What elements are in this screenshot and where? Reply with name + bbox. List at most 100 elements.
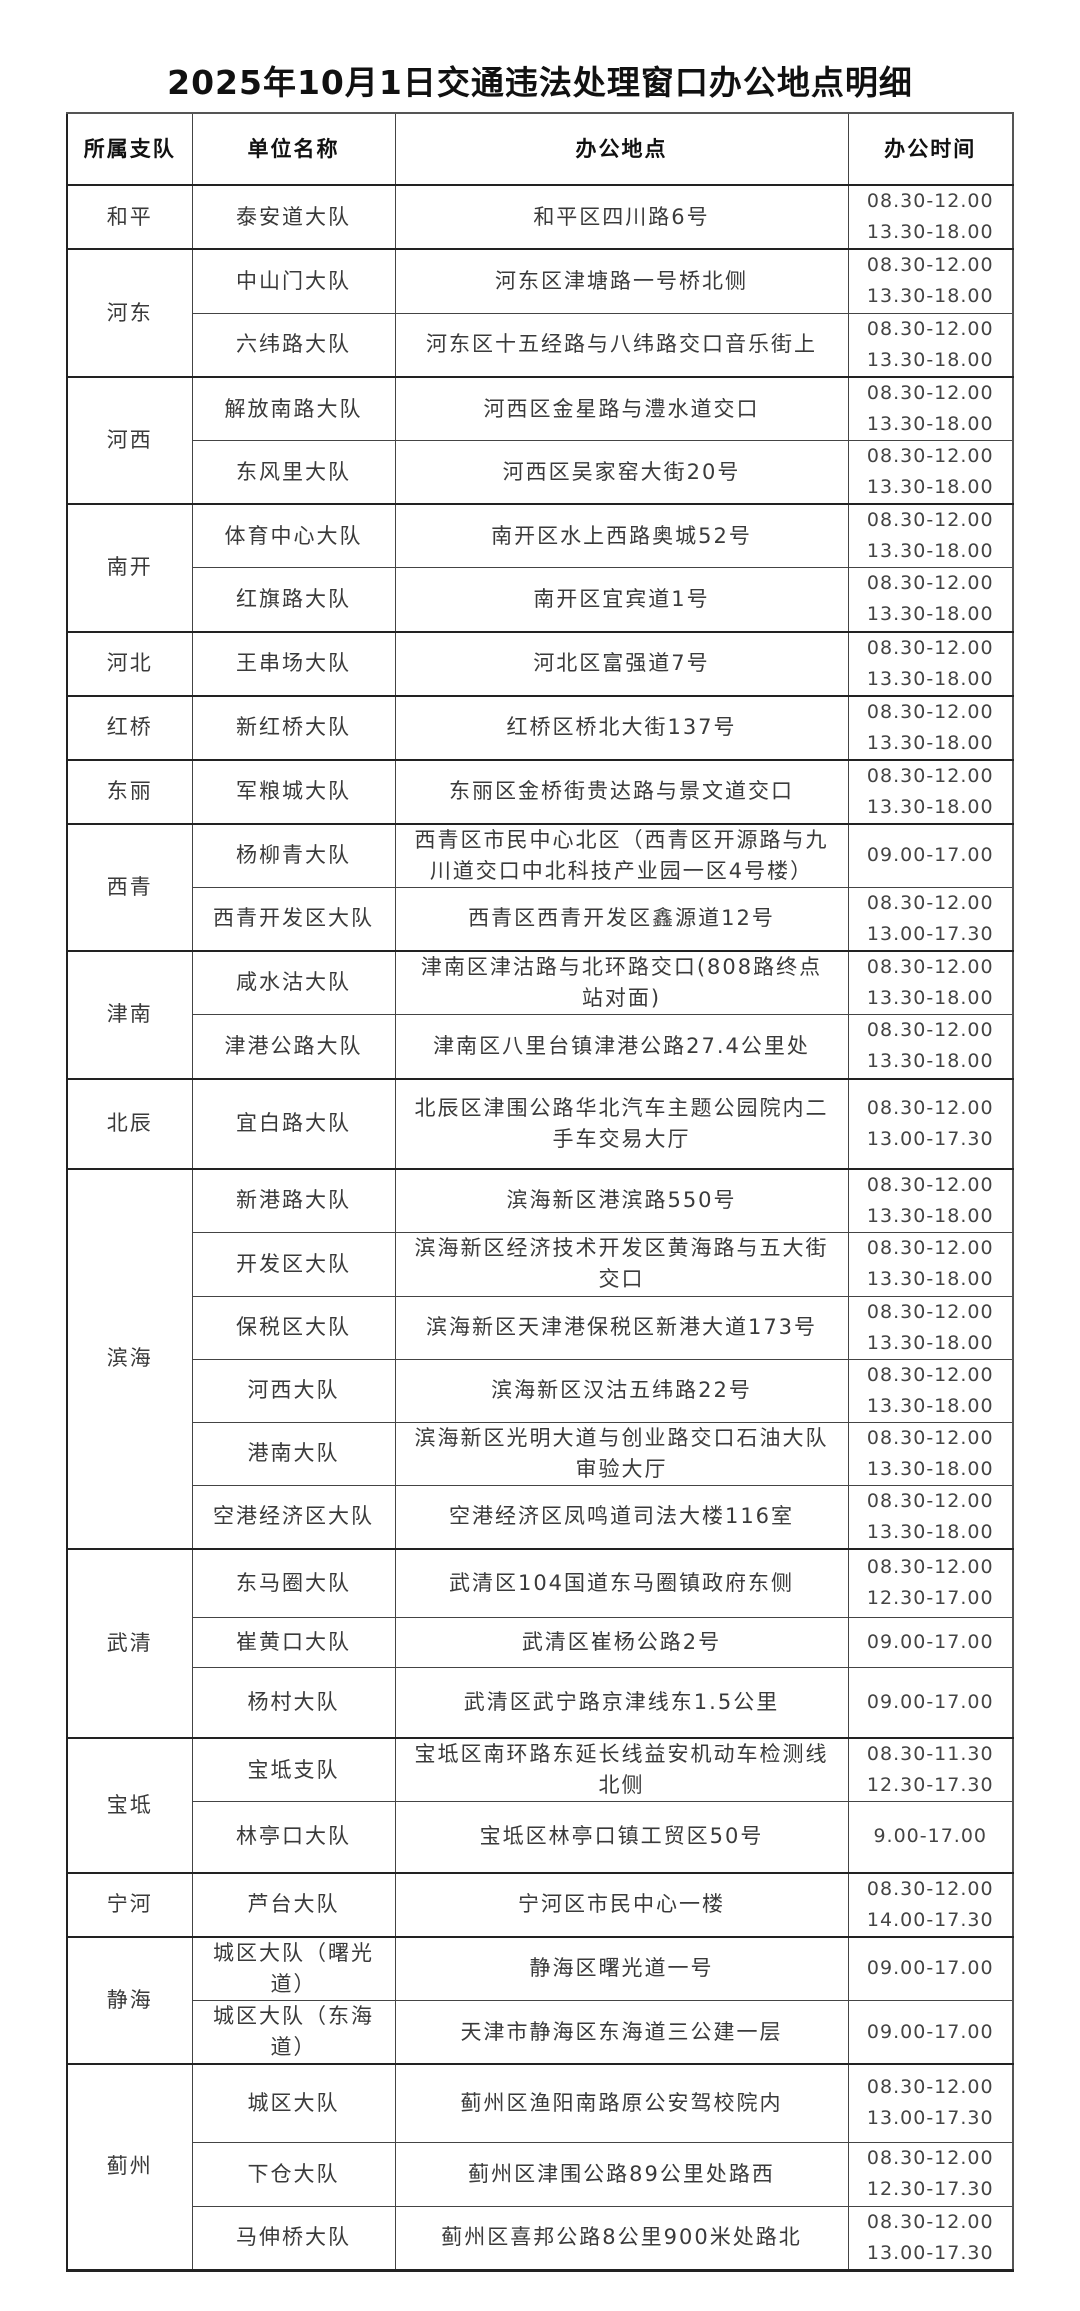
address-cell: 滨海新区经济技术开发区黄海路与五大街交口 [394,1231,849,1297]
table-row: 城区大队（东海道） 天津市静海区东海道三公建一层 09.00-17.00 [67,2000,1014,2065]
header-branch: 所属支队 [66,112,193,186]
table-row: 西青开发区大队 西青区西青开发区鑫源道12号 08.30-12.00 13.00-17… [67,886,1014,951]
address-cell: 滨海新区汉沽五纬路22号 [394,1358,849,1423]
table-row: 崔黄口大队 武清区崔杨公路2号 09.00-17.00 [67,1616,1014,1668]
hours-cell: 08.30-12.00 14.00-17.30 [847,1871,1014,1937]
table-row: 宝坻 宝坻支队 宝坻区南环路东延长线益安机动车检测线北侧 08.30-11.30 12.… [66,1737,1014,1873]
table-row: 津南 咸水沽大队 津南区津沽路与北环路交口(808路终点站对面) 08.30-12.0… [66,949,1014,1079]
hours-cell: 08.30-12.00 13.30-18.00 [847,440,1014,505]
hours-range: 08.30-12.00 [866,572,994,595]
hours-range: 08.30-12.00 [866,1300,994,1323]
address-cell: 红桥区桥北大街137号 [394,694,849,760]
unit-cell: 王串场大队 [191,630,396,696]
unit-cell: 红旗路大队 [191,567,396,632]
hours-cell: 08.30-12.00 13.30-18.00 [847,694,1014,760]
hours-range: 08.30-11.30 [866,1743,994,1765]
table-row: 保税区大队 滨海新区天津港保税区新港大道173号 08.30-12.00 13.30-… [67,1295,1014,1360]
hours-cell: 08.30-12.00 13.30-18.00 [847,1484,1014,1550]
page-title: 2025年10月1日交通违法处理窗口办公地点明细 [167,63,913,102]
header-hours: 办公时间 [847,112,1014,186]
address-cell: 东丽区金桥街贵达路与景文道交口 [394,758,849,824]
hours-range: 09.00-17.00 [866,1630,994,1653]
address-cell: 南开区宜宾道1号 [394,567,849,632]
unit-cell: 马伸桥大队 [191,2205,396,2271]
branch-cell: 河东 [66,248,193,378]
address-cell: 武清区崔杨公路2号 [394,1616,849,1668]
table-row: 红桥 新红桥大队 红桥区桥北大街137号 08.30-12.00 13.30-18.00 [66,694,1014,760]
table-row: 杨村大队 武清区武宁路京津线东1.5公里 09.00-17.00 [67,1666,1014,1739]
address-cell: 河北区富强道7号 [394,630,849,696]
unit-cell: 津港公路大队 [191,1014,396,1079]
hours-cell: 08.30-12.00 13.30-18.00 [847,248,1014,314]
hours-range: 08.30-12.00 [866,317,994,340]
address-cell: 河东区津塘路一号桥北侧 [394,248,849,314]
hours-range: 12.30-17.30 [866,1774,994,1796]
hours-cell: 08.30-12.00 13.30-18.00 [847,1421,1014,1486]
branch-cell: 东丽 [66,758,193,824]
address-cell: 宁河区市民中心一楼 [394,1871,849,1937]
hours-range: 13.30-18.00 [866,1268,994,1290]
table-row: 林亭口大队 宝坻区林亭口镇工贸区50号 9.00-17.00 [67,1801,1014,1873]
branch-cell: 红桥 [66,694,193,760]
hours-range: 08.30-12.00 [866,445,994,467]
header-row: 所属支队 单位名称 办公地点 办公时间 [66,112,1014,186]
table-row: 津港公路大队 津南区八里台镇津港公路27.4公里处 08.30-12.00 13.30… [67,1014,1014,1079]
unit-cell: 新红桥大队 [191,694,396,760]
unit-cell: 崔黄口大队 [191,1616,396,1668]
unit-cell: 港南大队 [191,1421,396,1486]
hours-range: 08.30-12.00 [866,254,994,277]
branch-cell: 河北 [66,630,193,696]
branch-cell: 河西 [66,376,193,505]
hours-range: 13.00-17.30 [866,2107,994,2130]
hours-range: 09.00-17.00 [866,844,994,866]
unit-cell: 保税区大队 [191,1295,396,1360]
table-row: 宁河 芦台大队 宁河区市民中心一楼 08.30-12.00 14.00-17.30 [66,1871,1014,1937]
branch-cell: 津南 [66,949,193,1079]
hours-cell: 08.30-12.00 12.30-17.30 [847,2141,1014,2207]
unit-cell: 空港经济区大队 [191,1484,396,1550]
hours-cell: 09.00-17.00 [847,1935,1014,2001]
table-row: 河西 解放南路大队 河西区金星路与澧水道交口 08.30-12.00 13.30-18.… [66,376,1014,505]
table-row: 河西大队 滨海新区汉沽五纬路22号 08.30-12.00 13.30-18.00 [67,1358,1014,1423]
table-row: 东风里大队 河西区吴家窑大街20号 08.30-12.00 13.30-18.00 [67,440,1014,505]
hours-range: 09.00-17.00 [866,1957,994,1980]
address-cell: 空港经济区凤鸣道司法大楼116室 [394,1484,849,1550]
hours-range: 13.00-17.30 [866,922,994,945]
address-cell: 武清区104国道东马圈镇政府东侧 [394,1548,849,1618]
hours-range: 13.00-17.30 [866,2241,994,2264]
unit-cell: 新港路大队 [191,1167,396,1233]
hours-cell: 08.30-12.00 13.30-18.00 [847,567,1014,632]
hours-cell: 08.30-12.00 13.30-18.00 [847,503,1014,568]
hours-cell: 9.00-17.00 [847,1801,1014,1873]
hours-cell: 08.30-12.00 13.30-18.00 [847,1358,1014,1423]
address-cell: 河东区十五经路与八纬路交口音乐街上 [394,312,849,378]
address-cell: 宝坻区林亭口镇工贸区50号 [394,1801,849,1873]
hours-range: 09.00-17.00 [866,1690,994,1713]
hours-cell: 08.30-12.00 13.30-18.00 [847,630,1014,696]
unit-cell: 林亭口大队 [191,1801,396,1873]
table-row: 和平 泰安道大队 和平区四川路6号 08.30-12.00 13.30-18.00 [66,184,1014,250]
branch-cell: 宁河 [66,1871,193,1937]
hours-cell: 09.00-17.00 [847,2000,1014,2065]
unit-cell: 西青开发区大队 [191,886,396,951]
branch-cell: 和平 [66,184,193,250]
address-cell: 蓟州区津围公路89公里处路西 [394,2141,849,2207]
unit-cell: 中山门大队 [191,248,396,314]
table-row: 武清 东马圈大队 武清区104国道东马圈镇政府东侧 08.30-12.00 12.30-… [66,1548,1014,1739]
unit-cell: 杨村大队 [191,1666,396,1739]
branch-cell: 武清 [66,1548,193,1739]
address-cell: 静海区曙光道一号 [394,1935,849,2001]
hours-range: 08.30-12.00 [866,1237,994,1259]
address-cell: 北辰区津围公路华北汽车主题公园院内二手车交易大厅 [394,1077,849,1169]
address-cell: 和平区四川路6号 [394,184,849,250]
table-row: 滨海 新港路大队 滨海新区港滨路550号 08.30-12.00 13.30-18.00 [66,1167,1014,1550]
hours-cell: 08.30-12.00 13.30-18.00 [847,1014,1014,1079]
branch-cell: 蓟州 [66,2063,193,2271]
table-row: 空港经济区大队 空港经济区凤鸣道司法大楼116室 08.30-12.00 13.30-… [67,1484,1014,1550]
unit-cell: 体育中心大队 [191,503,396,568]
hours-range: 08.30-12.00 [866,1096,994,1119]
branch-cell: 静海 [66,1935,193,2065]
hours-range: 13.30-18.00 [866,413,994,435]
hours-cell: 08.30-12.00 13.30-18.00 [847,1167,1014,1233]
table-row: 六纬路大队 河东区十五经路与八纬路交口音乐街上 08.30-12.00 13.30-1… [67,312,1014,378]
